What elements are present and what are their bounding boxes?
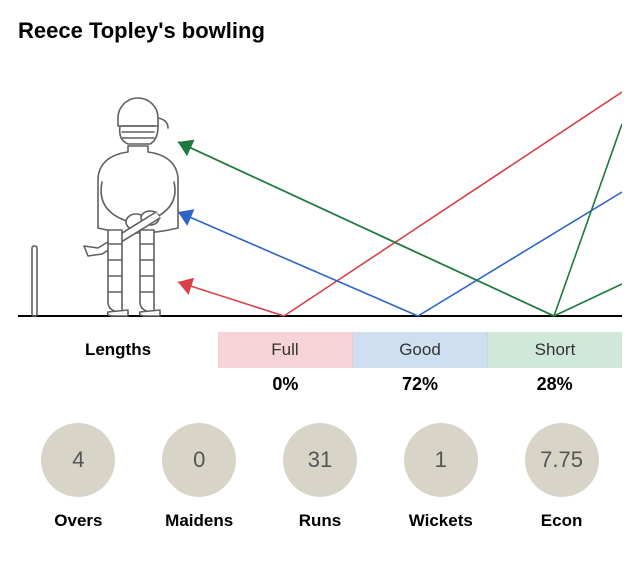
stat-maidens: 0 Maidens xyxy=(149,423,249,531)
stat-runs: 31 Runs xyxy=(270,423,370,531)
stats-row: 4 Overs 0 Maidens 31 Runs 1 Wickets 7.75… xyxy=(18,423,622,531)
percent-spacer xyxy=(18,374,218,395)
percent-good: 72% xyxy=(353,374,488,395)
pitch-diagram xyxy=(18,52,622,332)
stat-circle: 4 xyxy=(41,423,115,497)
chart-title: Reece Topley's bowling xyxy=(18,18,622,44)
percent-short: 28% xyxy=(487,374,622,395)
pitch-svg xyxy=(18,52,622,332)
stat-label: Runs xyxy=(299,511,342,531)
stat-overs: 4 Overs xyxy=(28,423,128,531)
stat-circle: 0 xyxy=(162,423,236,497)
stat-econ: 7.75 Econ xyxy=(512,423,612,531)
zone-full: Full xyxy=(218,332,353,368)
stat-circle: 31 xyxy=(283,423,357,497)
stat-label: Maidens xyxy=(165,511,233,531)
stat-circle: 7.75 xyxy=(525,423,599,497)
stat-label: Econ xyxy=(541,511,583,531)
zone-short: Short xyxy=(488,332,622,368)
zone-good: Good xyxy=(353,332,488,368)
lengths-row: Lengths Full Good Short xyxy=(18,332,622,368)
stat-wickets: 1 Wickets xyxy=(391,423,491,531)
stat-circle: 1 xyxy=(404,423,478,497)
stat-label: Wickets xyxy=(409,511,473,531)
stat-label: Overs xyxy=(54,511,102,531)
percent-full: 0% xyxy=(218,374,353,395)
lengths-label: Lengths xyxy=(18,332,218,368)
percent-row: 0% 72% 28% xyxy=(18,374,622,395)
